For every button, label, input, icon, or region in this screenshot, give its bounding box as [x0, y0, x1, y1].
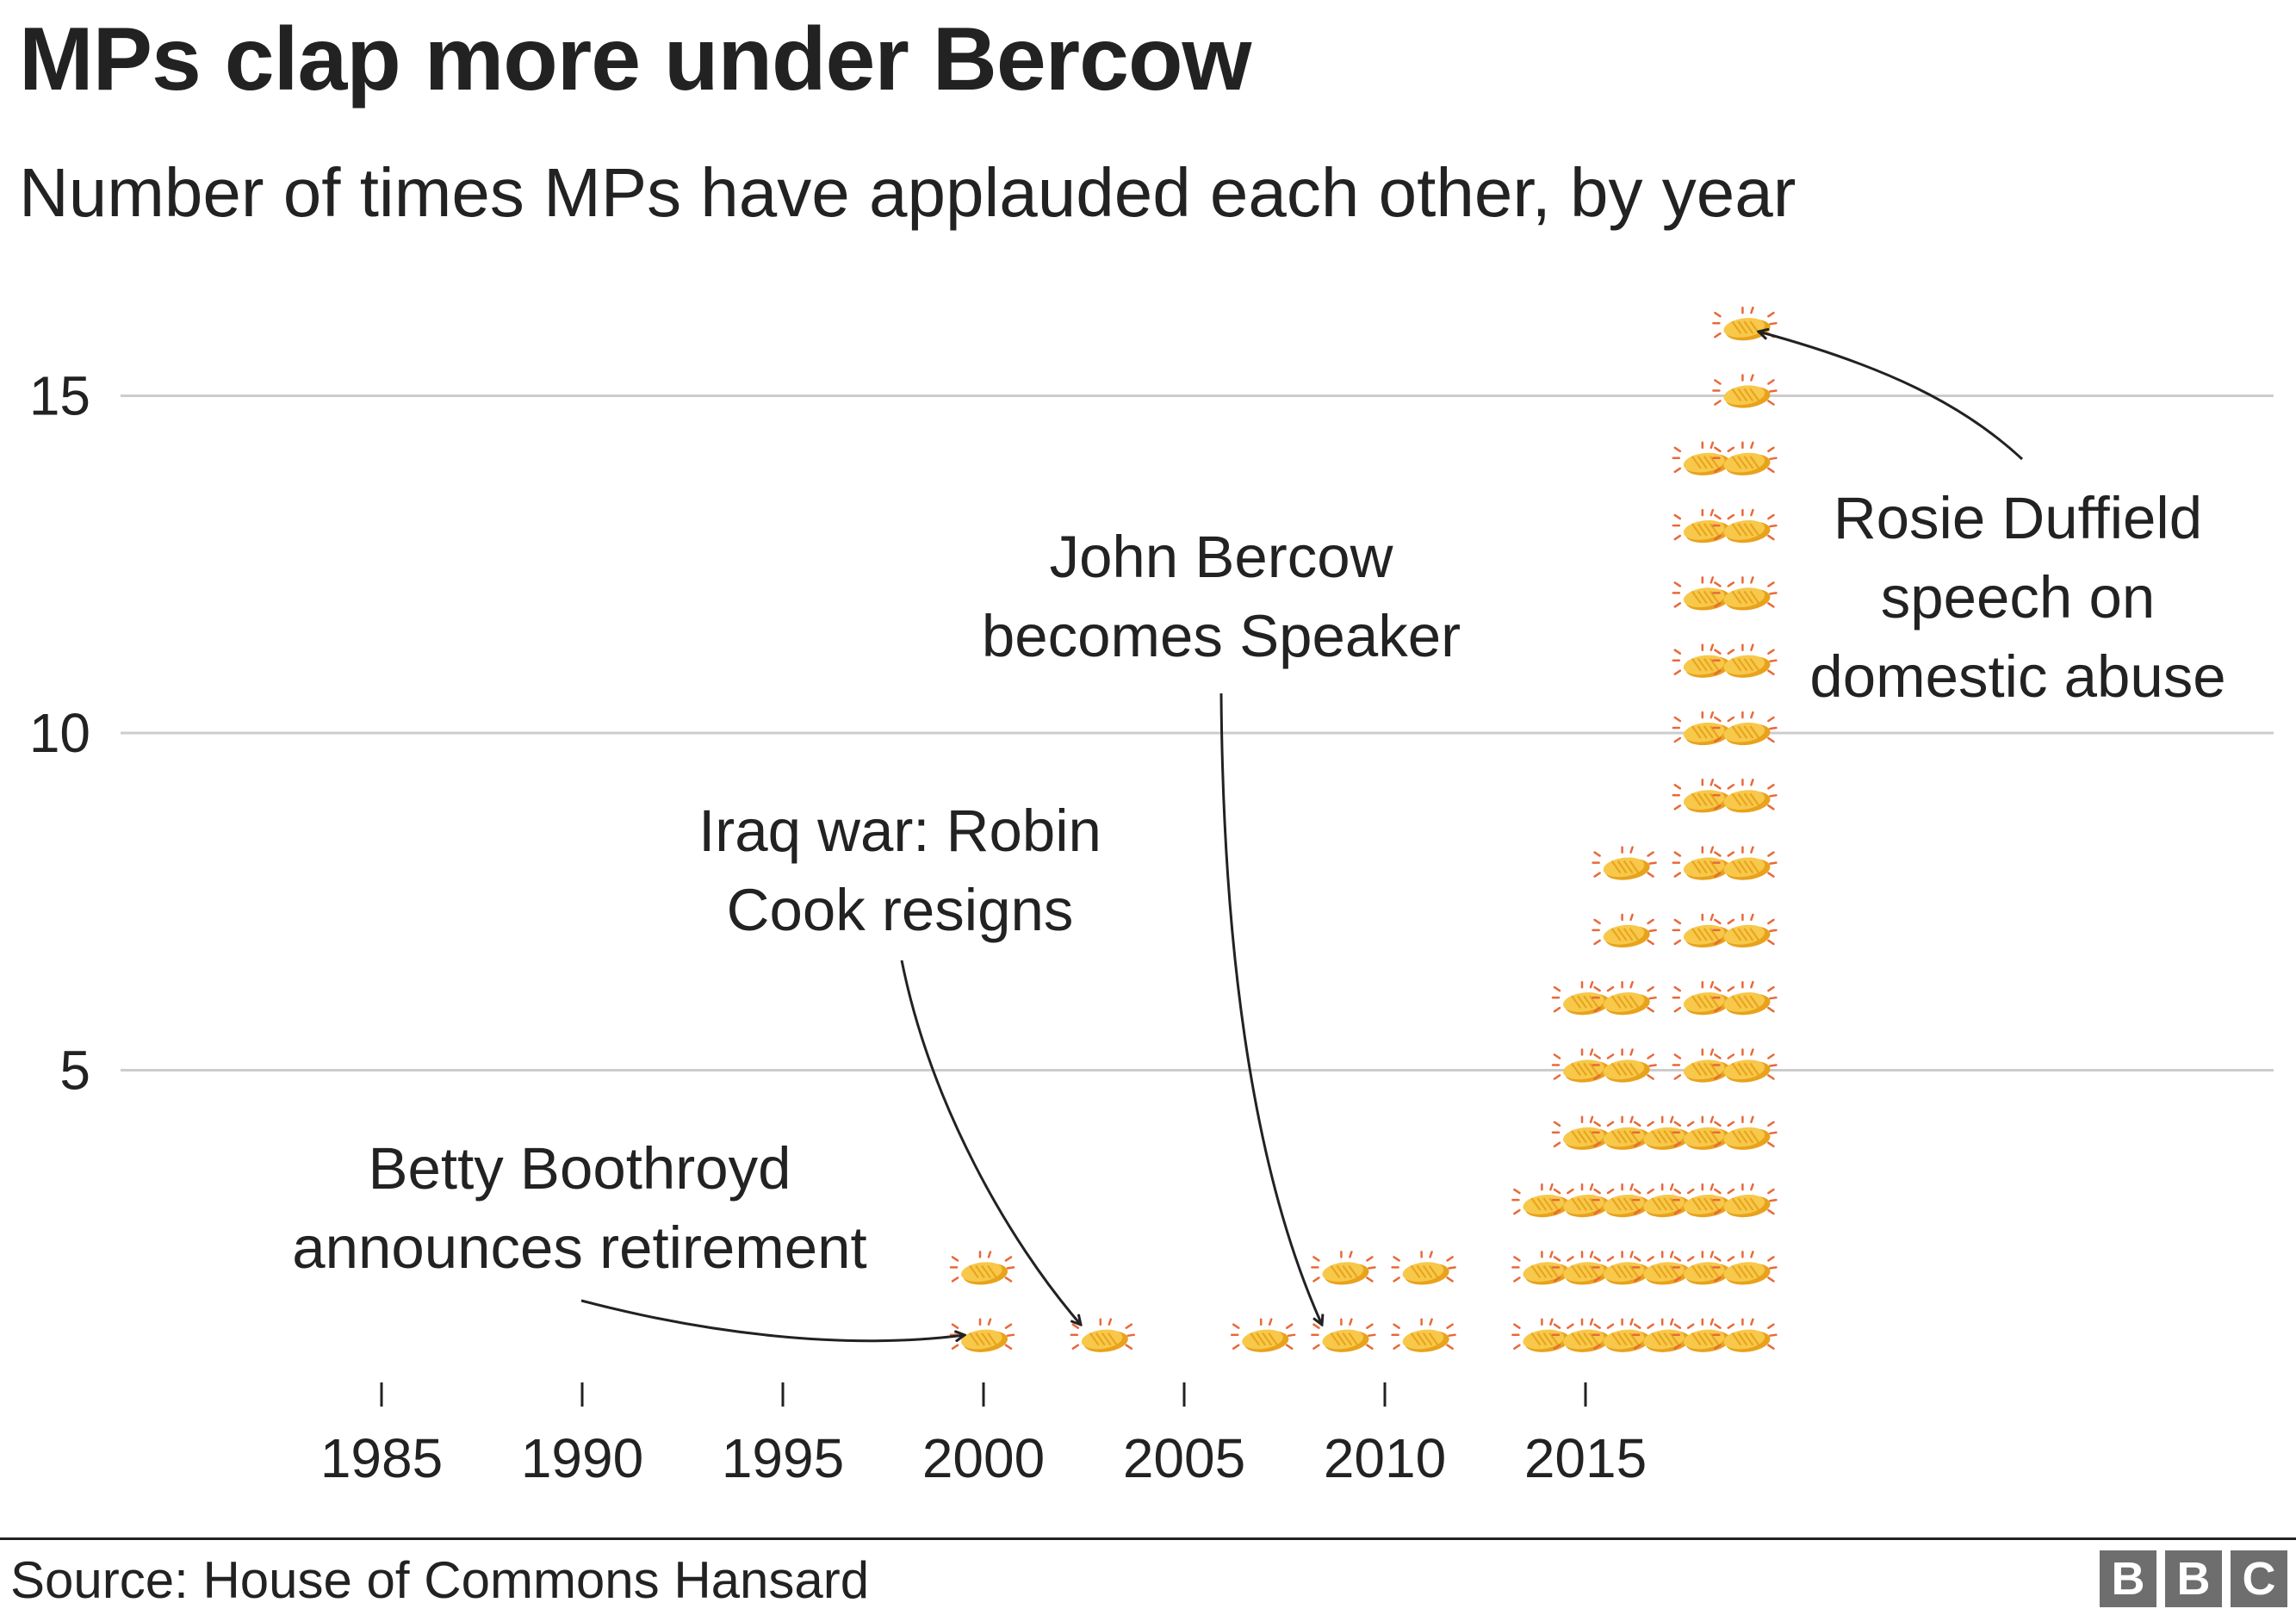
bbc-logo: B B C — [2100, 1550, 2287, 1607]
clap-icon — [1511, 1183, 1577, 1218]
clap-icon — [1712, 1318, 1778, 1352]
x-tick-label: 1990 — [521, 1427, 643, 1489]
clap-icon — [1311, 1251, 1376, 1285]
logo-letter-c: C — [2231, 1550, 2287, 1607]
source-note: Source: House of Commons Hansard — [10, 1551, 870, 1609]
gridlines — [121, 394, 2274, 1071]
clap-icon — [1391, 1251, 1456, 1285]
clap-icon — [949, 1318, 1015, 1352]
y-tick-label: 10 — [29, 702, 90, 764]
x-tick-label: 1995 — [722, 1427, 844, 1489]
annotation-text: Rosie Duffield — [1834, 485, 2202, 551]
y-tick-label: 15 — [29, 365, 90, 427]
x-tick-label: 2015 — [1524, 1427, 1647, 1489]
clap-icon — [1712, 508, 1778, 544]
clap-icon — [949, 1251, 1015, 1285]
annotation-text: Cook resigns — [727, 877, 1074, 943]
clap-icon — [1592, 980, 1657, 1016]
clap-icons — [949, 306, 1778, 1352]
clap-icon — [1592, 1048, 1657, 1083]
clap-icon — [1712, 980, 1778, 1016]
clap-icon — [1311, 1318, 1376, 1352]
x-tick-label: 1985 — [320, 1427, 443, 1489]
annotation-text: domestic abuse — [1809, 643, 2225, 710]
annotations: Betty Boothroyd announces retirement Iraq … — [292, 332, 2226, 1341]
clap-icon — [1712, 1048, 1778, 1083]
clap-icon — [1712, 374, 1778, 408]
annotation-text: Betty Boothroyd — [369, 1135, 791, 1202]
y-axis: 5 10 15 — [29, 365, 90, 1102]
x-tick-label: 2010 — [1324, 1427, 1446, 1489]
clap-icon — [1712, 643, 1778, 678]
annotation-arrow — [900, 960, 1081, 1325]
clap-icon — [1230, 1318, 1296, 1352]
annotation-text: becomes Speaker — [982, 603, 1461, 669]
footer-divider — [0, 1537, 2296, 1540]
clap-icon — [1070, 1318, 1136, 1352]
annotation-text: Iraq war: Robin — [698, 798, 1101, 864]
clap-icon — [1712, 1183, 1778, 1218]
clap-icon — [1592, 846, 1657, 880]
clap-icon — [1712, 1251, 1778, 1285]
clap-icon — [1712, 913, 1778, 948]
annotation-text: speech on — [1881, 564, 2155, 630]
annotation-text: John Bercow — [1050, 524, 1393, 590]
annotation-arrow — [1219, 693, 1322, 1325]
logo-letter-b2: B — [2165, 1550, 2222, 1607]
clap-icon — [1712, 441, 1778, 475]
annotation-text: announces retirement — [292, 1214, 866, 1281]
clap-icon — [1712, 1115, 1778, 1150]
pictogram-chart: 5 10 15 1985 1990 1995 2000 2005 2010 2015 Betty… — [29, 306, 2274, 1489]
clap-icon — [1712, 576, 1778, 611]
x-axis: 1985 1990 1995 2000 2005 2010 2015 — [320, 1382, 1647, 1489]
x-tick-label: 2000 — [922, 1427, 1045, 1489]
clap-icon — [1712, 711, 1778, 746]
annotation-arrow — [580, 1299, 965, 1341]
clap-icon — [1712, 306, 1778, 341]
x-tick-label: 2005 — [1123, 1427, 1245, 1489]
clap-icon — [1712, 779, 1778, 813]
chart-title: MPs clap more under Bercow — [19, 9, 1251, 109]
clap-icon — [1712, 846, 1778, 880]
chart-subtitle: Number of times MPs have applauded each … — [19, 154, 1796, 231]
clap-icon — [1391, 1318, 1456, 1352]
annotation-arrow — [1759, 332, 2024, 461]
logo-letter-b1: B — [2100, 1550, 2156, 1607]
clap-icon — [1592, 913, 1657, 948]
y-tick-label: 5 — [59, 1040, 90, 1102]
